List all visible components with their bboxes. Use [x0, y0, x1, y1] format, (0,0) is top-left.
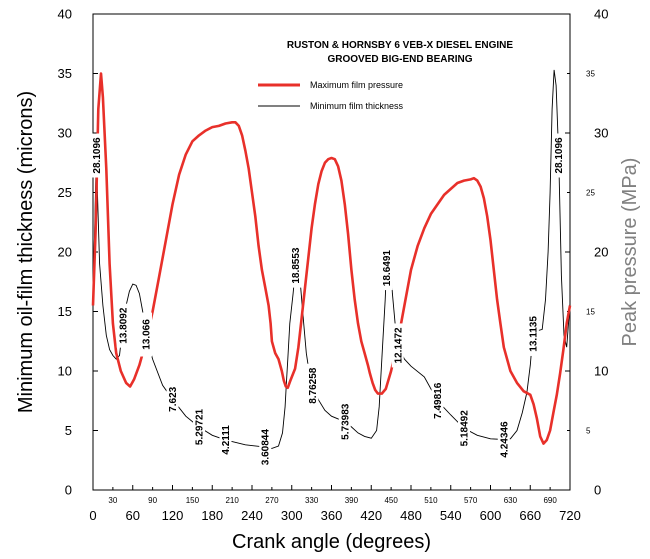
annotations-group: 28.1096 13.8092 13.066 7.623 5.29721 4.2111 3.… — [90, 133, 565, 470]
x-minor-tick-label: 30 — [108, 496, 117, 505]
y-right-minor-tick-label: 15 — [586, 308, 595, 317]
y-left-tick-label: 35 — [58, 66, 72, 81]
annotation-label: 4.24346 — [499, 421, 510, 458]
x-axis-label: Crank angle (degrees) — [232, 531, 431, 553]
x-minor-tick-label: 450 — [384, 496, 398, 505]
annotation-background — [219, 417, 232, 462]
annotation-background — [380, 246, 393, 291]
series-line-maximum-film-pressure — [91, 72, 572, 445]
y-right-minor-tick-label: 25 — [586, 189, 595, 198]
x-minor-tick-label: 390 — [345, 496, 359, 505]
annotation-label: 18.6491 — [382, 250, 393, 287]
annotation-background — [338, 399, 351, 444]
x-major-tick-label: 600 — [480, 508, 502, 523]
x-minor-tick-label: 690 — [543, 496, 557, 505]
x-minor-tick-label: 510 — [424, 496, 438, 505]
annotation-label: 3.60844 — [261, 429, 272, 466]
annotation-label: 13.066 — [142, 319, 153, 350]
y-right-major-tick-label: 40 — [594, 7, 608, 22]
y-right-major-tick-label: 10 — [594, 364, 608, 379]
annotation-background — [306, 363, 319, 408]
y-left-tick-label: 15 — [58, 304, 72, 319]
annotation-label: 7.623 — [168, 386, 179, 411]
x-major-tick-label: 240 — [241, 508, 263, 523]
x-major-tick-label: 300 — [281, 508, 303, 523]
annotation-background — [289, 243, 302, 288]
legend-label-pressure: Maximum film pressure — [310, 80, 403, 90]
annotation-label: 4.2111 — [221, 425, 232, 455]
y-left-tick-label: 25 — [58, 185, 72, 200]
x-major-tick-label: 540 — [440, 508, 462, 523]
x-minor-tick-label: 90 — [148, 496, 157, 505]
x-minor-tick-label: 150 — [186, 496, 200, 505]
x-major-tick-label: 180 — [201, 508, 223, 523]
annotation-background — [497, 417, 510, 462]
annotation-background — [526, 311, 539, 356]
x-major-tick-label: 660 — [519, 508, 541, 523]
y-left-tick-label: 30 — [58, 126, 72, 141]
legend-label-thickness: Minimum film thickness — [310, 101, 404, 111]
annotation-label: 13.1135 — [528, 316, 539, 352]
annotation-label: 8.76258 — [308, 367, 319, 404]
x-minor-tick-label: 210 — [225, 496, 239, 505]
y-left-tick-label: 40 — [58, 7, 72, 22]
x-minor-tick-label: 630 — [504, 496, 518, 505]
annotation-label: 18.8553 — [291, 247, 302, 284]
chart-title-line2: GROOVED BIG-END BEARING — [327, 54, 472, 65]
y-axis-ticks: 0 5 10 15 20 25 30 35 40 0 10 20 30 40 5 15 25 35 — [58, 7, 609, 498]
y-right-major-tick-label: 20 — [594, 245, 608, 260]
annotation-background — [193, 404, 205, 449]
x-minor-tick-label: 330 — [305, 496, 319, 505]
y-axis-label-left: Minimum oil-film thickness (microns) — [15, 91, 37, 413]
annotation-label: 28.1096 — [92, 137, 103, 174]
y-axis-label-right: Peak pressure (MPa) — [619, 158, 641, 347]
annotation-label: 28.1096 — [554, 137, 565, 174]
annotation-background — [259, 425, 272, 470]
annotation-background — [90, 133, 103, 178]
y-right-major-tick-label: 30 — [594, 126, 608, 141]
x-major-tick-label: 420 — [360, 508, 382, 523]
y-right-minor-tick-label: 35 — [586, 70, 595, 79]
annotation-label: 12.1472 — [393, 327, 404, 364]
y-left-tick-label: 0 — [65, 483, 72, 498]
x-major-tick-label: 480 — [400, 508, 422, 523]
annotation-label: 5.29721 — [194, 408, 205, 445]
y-left-tick-label: 20 — [58, 245, 72, 260]
annotation-background — [431, 378, 444, 423]
chart-title-line1: RUSTON & HORNSBY 6 VEB-X DIESEL ENGINE — [287, 40, 513, 51]
annotation-label: 5.18492 — [459, 410, 470, 447]
x-major-tick-label: 720 — [559, 508, 581, 523]
x-major-tick-label: 60 — [126, 508, 140, 523]
x-axis-ticks: 0 60 120 180 240 300 360 420 480 540 600 660 720 30 90… — [89, 485, 581, 523]
annotation-label: 13.8092 — [118, 307, 129, 344]
annotation-background — [166, 377, 179, 422]
annotation-background — [116, 303, 129, 348]
y-right-minor-tick-label: 5 — [586, 427, 591, 436]
x-major-tick-label: 0 — [89, 508, 96, 523]
annotation-background — [391, 323, 404, 368]
y-left-tick-label: 5 — [65, 423, 72, 438]
annotation-background — [140, 312, 152, 357]
y-right-major-tick-label: 0 — [594, 483, 601, 498]
y-left-tick-label: 10 — [58, 364, 72, 379]
annotation-label: 5.73983 — [340, 403, 351, 440]
legend: Maximum film pressure Minimum film thick… — [258, 80, 404, 111]
annotation-label: 7.49816 — [433, 382, 444, 419]
annotation-background — [552, 133, 565, 178]
x-minor-tick-label: 270 — [265, 496, 279, 505]
x-minor-tick-label: 570 — [464, 496, 478, 505]
x-major-tick-label: 360 — [321, 508, 343, 523]
annotation-background — [458, 406, 470, 451]
x-major-tick-label: 120 — [162, 508, 184, 523]
